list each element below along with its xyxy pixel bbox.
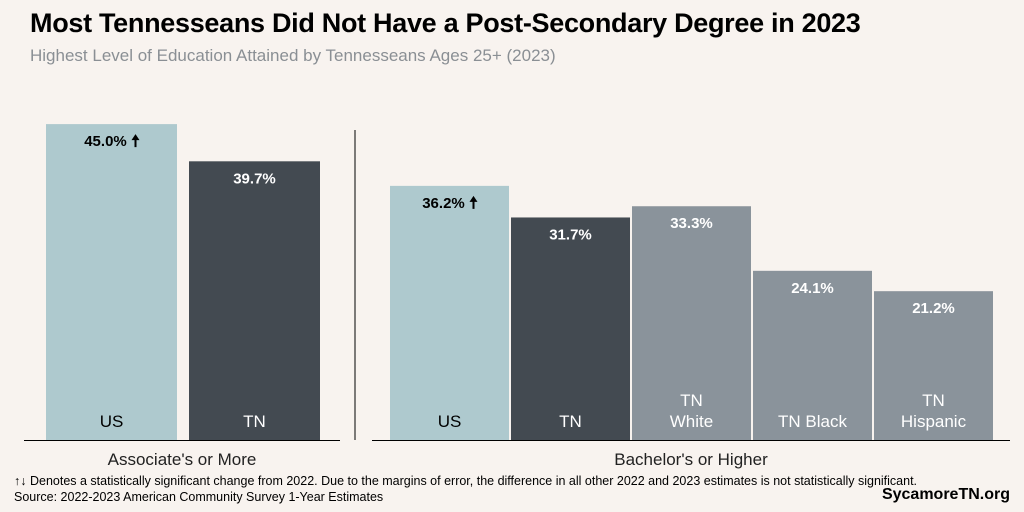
- category-label: TN Hispanic: [900, 391, 967, 431]
- bar: [189, 161, 320, 440]
- bar: [632, 206, 751, 440]
- bar: [874, 291, 993, 440]
- significance-arrow: [469, 195, 478, 209]
- source: Source: 2022-2023 American Community Sur…: [14, 490, 384, 504]
- x-axis-title: Associate's or More: [107, 450, 257, 469]
- footnote: ↑↓ Denotes a statistically significant c…: [14, 474, 918, 488]
- bar: [753, 270, 872, 440]
- significance-arrow: [131, 134, 140, 148]
- chart-subtitle: Highest Level of Education Attained by T…: [30, 46, 556, 65]
- x-axis-title: Bachelor's or Higher: [614, 450, 768, 469]
- value-label: 39.7%: [233, 170, 276, 187]
- chart-title: Most Tennesseans Did Not Have a Post-Sec…: [30, 8, 861, 38]
- value-label: 21.2%: [912, 300, 955, 317]
- value-label: 31.7%: [549, 226, 592, 243]
- category-label: TN: [559, 412, 582, 431]
- bar: [46, 124, 177, 440]
- category-label: TN White: [669, 391, 714, 431]
- category-label: TN: [243, 412, 266, 431]
- value-label: 45.0%: [84, 133, 127, 150]
- category-label: TN Black: [778, 412, 847, 431]
- category-label: US: [99, 412, 124, 431]
- brand: SycamoreTN.org: [881, 486, 1010, 503]
- bar: [511, 217, 630, 440]
- category-label: US: [437, 412, 462, 431]
- bar: [390, 185, 509, 440]
- value-label: 36.2%: [422, 195, 465, 212]
- value-label: 33.3%: [670, 215, 713, 232]
- value-label: 24.1%: [791, 280, 834, 297]
